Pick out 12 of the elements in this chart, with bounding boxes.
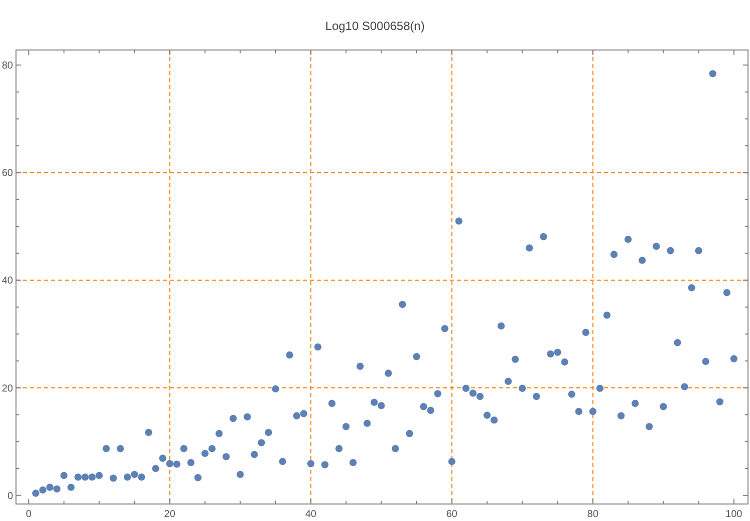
x-tick-label: 40 <box>305 509 317 520</box>
y-tick-label: 80 <box>2 60 14 72</box>
x-tick-label: 0 <box>26 509 32 520</box>
y-tick-label: 40 <box>2 276 14 287</box>
y-tick-label: 60 <box>2 168 14 180</box>
x-tick-label: 80 <box>587 509 599 520</box>
y-tick-label: 0 <box>7 490 14 502</box>
x-tick-label: 100 <box>726 509 743 520</box>
x-tick-label: 20 <box>164 509 176 520</box>
x-tick-label: 60 <box>446 509 458 520</box>
y-tick-label: 20 <box>2 383 14 394</box>
chart-title: Log10 S000658(n) <box>325 19 425 33</box>
